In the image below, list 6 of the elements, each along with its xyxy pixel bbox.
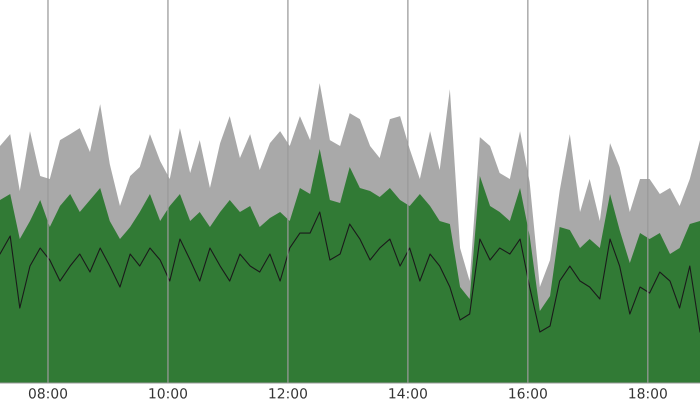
x-tick-label: 12:00 bbox=[269, 388, 308, 399]
x-tick-label: 16:00 bbox=[509, 388, 547, 399]
x-tick-label: 08:00 bbox=[28, 388, 68, 399]
x-tick-label: 14:00 bbox=[389, 388, 427, 399]
x-tick-label: 10:00 bbox=[149, 388, 188, 399]
x-tick-label: 18:00 bbox=[629, 388, 667, 399]
